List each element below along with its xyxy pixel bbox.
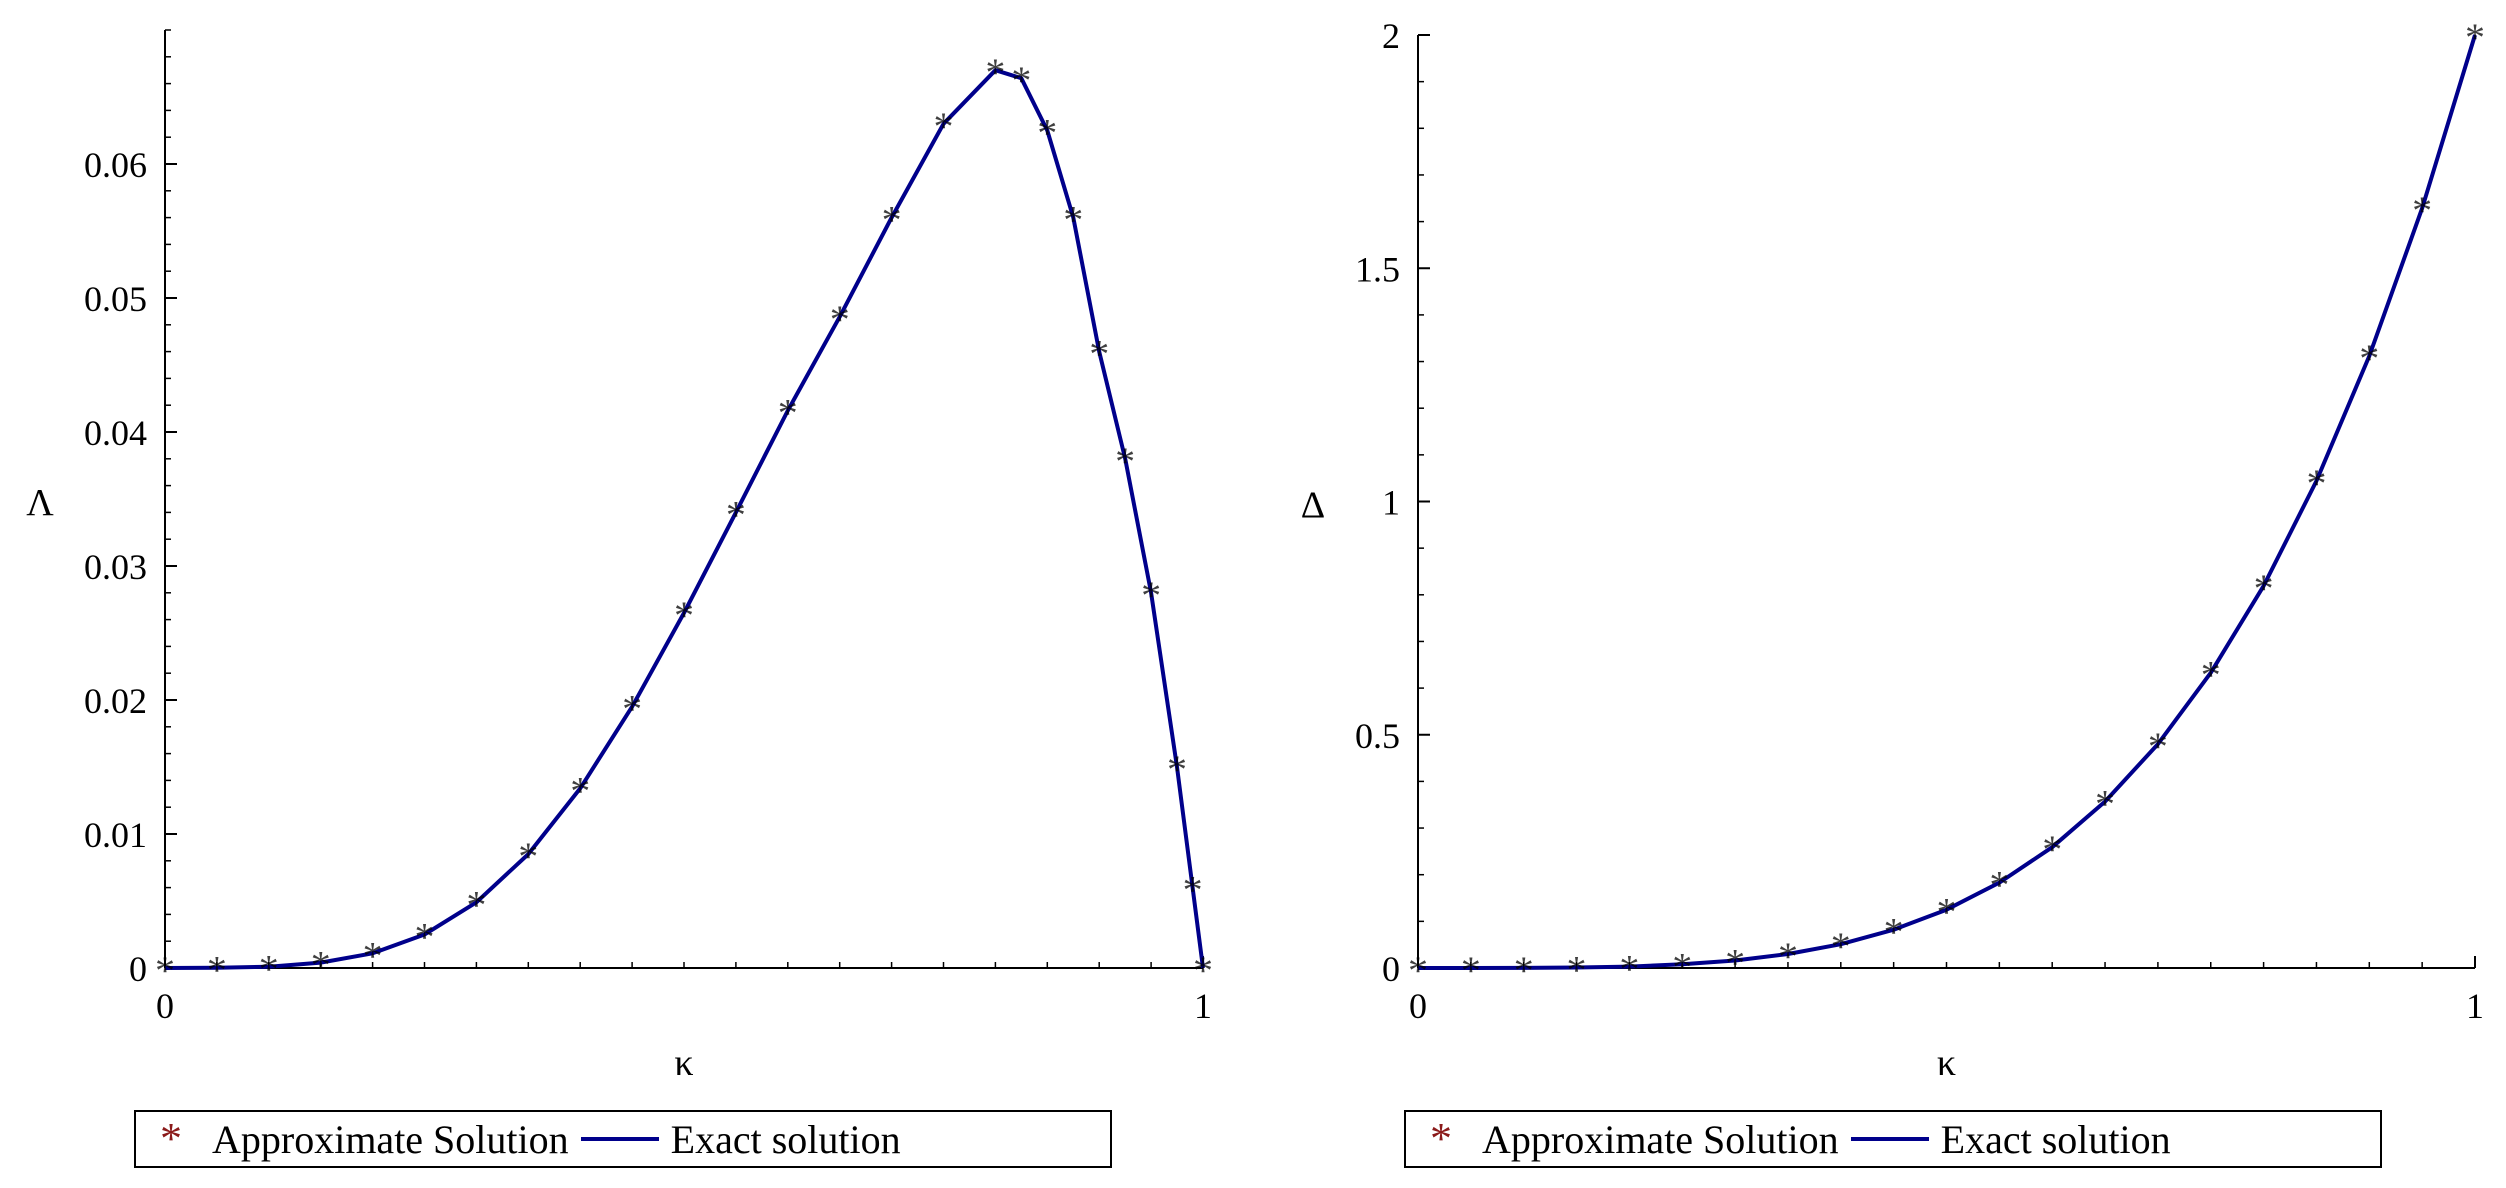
approx-solution-point: * <box>415 915 435 960</box>
approx-solution-point: * <box>363 933 383 978</box>
approx-solution-point: * <box>1725 941 1745 986</box>
y-tick-label: 1.5 <box>1355 249 1400 289</box>
approx-solution-point: * <box>726 492 746 537</box>
line-swatch-icon <box>580 1137 659 1141</box>
approx-solution-point: * <box>830 297 850 342</box>
exact-solution-line <box>164 68 1205 970</box>
y-tick-label: 0.5 <box>1355 716 1400 756</box>
approx-solution-point: * <box>934 104 954 149</box>
legend-left: * Approximate Solution Exact solution <box>134 1110 1112 1168</box>
y-tick-label: 0 <box>129 949 147 989</box>
approx-solution-point: * <box>1063 198 1083 243</box>
approx-solution-point: * <box>1514 948 1534 993</box>
approx-solution-point: * <box>259 947 279 992</box>
approx-solution-point: * <box>778 391 798 436</box>
approx-solution-point: * <box>622 687 642 732</box>
approx-solution-point: * <box>1193 948 1213 993</box>
chart-right-svg: 0 0.5 1 1.5 2 0 1 Δκ * * * * * * * * * * * * * * * * * * * * * <box>1301 15 2485 1084</box>
x-tick-label: 0 <box>156 986 174 1026</box>
approx-solution-point: * <box>518 834 538 879</box>
approx-solution-point: * <box>2201 653 2221 698</box>
y-axis-label: Λ <box>26 482 54 524</box>
y-tick-label: 1 <box>1382 483 1400 523</box>
approx-solution-point: * <box>155 948 175 993</box>
legend-exact-label: Exact solution <box>670 1116 901 1162</box>
x-tick-label: 1 <box>2466 986 2484 1026</box>
y-tick-label: 0.05 <box>84 279 147 319</box>
approx-solution-point: * <box>1011 58 1031 103</box>
x-tick-label: 1 <box>1194 986 1212 1026</box>
y-tick-label: 2 <box>1382 16 1400 56</box>
x-tick-label: 0 <box>1409 986 1427 1026</box>
star-marker-icon: * <box>160 1114 182 1163</box>
approx-solution-point: * <box>311 943 331 988</box>
approx-solution-point: * <box>1831 924 1851 969</box>
approx-solution-point: * <box>2254 566 2274 611</box>
approx-solution-point: * <box>1778 934 1798 979</box>
legend-exact-label: Exact solution <box>1940 1116 2171 1162</box>
y-tick-label: 0.01 <box>84 815 147 855</box>
legend-right: * Approximate Solution Exact solution <box>1404 1110 2382 1168</box>
approx-solution-point: * <box>985 50 1005 95</box>
approx-solution-point: * <box>1461 948 1481 993</box>
approx-solution-point: * <box>1408 948 1428 993</box>
approx-solution-point: * <box>207 948 227 993</box>
y-tick-label: 0.02 <box>84 681 147 721</box>
y-tick-label: 0.03 <box>84 547 147 587</box>
approx-solution-point: * <box>674 593 694 638</box>
y-tick-label: 0 <box>1382 949 1400 989</box>
approx-solution-point: * <box>2148 724 2168 769</box>
approx-solution-point: * <box>1141 573 1161 618</box>
star-marker-icon: * <box>1430 1114 1452 1163</box>
approx-solution-point: * <box>2042 827 2062 872</box>
line-swatch-icon <box>1850 1137 1929 1141</box>
approx-solution-point: * <box>2095 781 2115 826</box>
approx-solution-point: * <box>1037 111 1057 156</box>
approx-solution-point: * <box>1567 948 1587 993</box>
approx-solution-point: * <box>1115 439 1135 484</box>
approx-solution-point: * <box>2412 188 2432 233</box>
approx-solution-point: * <box>466 882 486 927</box>
x-axis-label: κ <box>674 1042 693 1084</box>
approx-solution-point: * <box>1884 910 1904 955</box>
chart-left-svg: 00.010.020.030.040.050.060 1Λκ* * * * * ******… <box>26 29 1213 1084</box>
approx-solution-point: * <box>2306 461 2326 506</box>
approx-solution-point: * <box>1089 332 1109 377</box>
exact-solution-line <box>1418 34 2477 970</box>
approx-solution-point: * <box>1183 868 1203 913</box>
approx-solution-point: * <box>2359 336 2379 381</box>
y-tick-label: 0.04 <box>84 413 147 453</box>
approx-solution-point: * <box>1989 863 2009 908</box>
legend-approx-label: Approximate Solution <box>1482 1116 1839 1162</box>
x-axis-label: κ <box>1937 1042 1956 1084</box>
approx-solution-point: * <box>882 198 902 243</box>
y-tick-label: 0.06 <box>84 145 147 185</box>
approx-solution-point: * <box>1167 747 1187 792</box>
approx-solution-point: * <box>1672 944 1692 989</box>
approx-solution-point: * <box>1937 890 1957 935</box>
approx-solution-point: * <box>2465 15 2485 60</box>
approx-solution-point: * <box>570 768 590 813</box>
approx-solution-point: * <box>1619 947 1639 992</box>
legend-approx-label: Approximate Solution <box>212 1116 569 1162</box>
y-axis-label: Δ <box>1301 485 1325 527</box>
